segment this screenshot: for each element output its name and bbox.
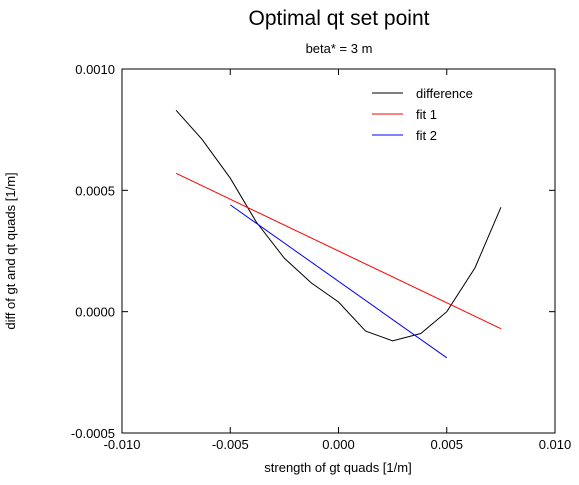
- legend-label: fit 2: [416, 128, 437, 143]
- y-tick-label: 0.0000: [75, 305, 115, 320]
- plot-frame: [121, 68, 556, 434]
- axis-ticks: -0.010 -0.005 0.000 0.005 0.010 -0.0005 0.0000…: [71, 62, 571, 452]
- legend-label: fit 1: [416, 107, 437, 122]
- x-tick-label: -0.005: [212, 437, 249, 452]
- x-axis-label: strength of gt quads [1/m]: [264, 460, 411, 475]
- y-tick-label: 0.0005: [75, 183, 115, 198]
- legend: difference fit 1 fit 2: [372, 86, 473, 143]
- x-tick-label: -0.010: [104, 437, 141, 452]
- series-line-fit-2: [230, 204, 448, 359]
- y-tick-label: 0.0010: [75, 62, 115, 77]
- chart-title: Optimal qt set point: [249, 7, 430, 30]
- series-line-fit-1: [175, 172, 502, 330]
- series-line-difference: [175, 109, 502, 342]
- y-tick-label: -0.0005: [71, 426, 115, 441]
- x-tick-label: 0.000: [322, 437, 355, 452]
- y-axis-label: diff of gt and qt quads [1/m]: [3, 172, 18, 329]
- x-tick-label: 0.005: [430, 437, 463, 452]
- chart-subtitle: beta* = 3 m: [306, 41, 373, 56]
- plot-series: [175, 109, 502, 359]
- legend-label: difference: [416, 86, 473, 101]
- x-tick-label: 0.010: [539, 437, 572, 452]
